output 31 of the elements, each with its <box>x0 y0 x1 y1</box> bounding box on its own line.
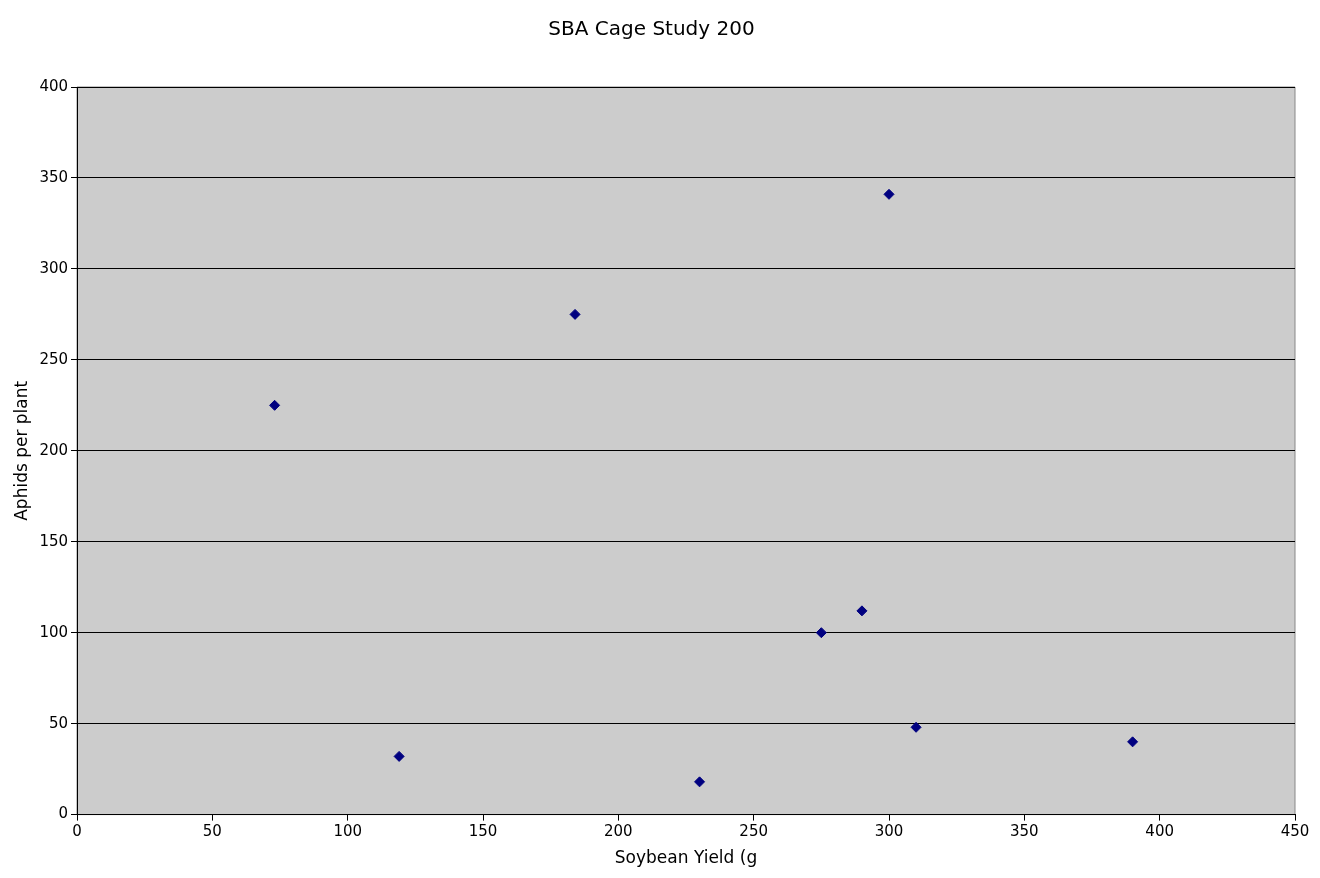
point <box>694 776 706 788</box>
y-tick-label: 250 <box>39 349 69 368</box>
y-tick-label: 200 <box>39 440 69 459</box>
point <box>815 627 827 639</box>
y-tick-label: 350 <box>39 167 69 186</box>
x-tick-label: 350 <box>1010 822 1039 841</box>
point <box>910 721 922 733</box>
x-tick-label: 200 <box>604 822 633 841</box>
point <box>269 399 281 411</box>
y-tick-label: 0 <box>58 804 69 823</box>
y-axis-title: Aphids per plant <box>10 380 31 521</box>
y-tick-label: 150 <box>39 531 69 550</box>
point <box>393 750 405 762</box>
y-tick-label: 50 <box>48 713 69 732</box>
y-tick-label: 400 <box>39 76 69 95</box>
point <box>856 605 868 617</box>
point <box>569 308 581 320</box>
x-tick-label: 100 <box>333 822 363 841</box>
x-tick-label: 150 <box>468 822 498 841</box>
x-tick-label: 400 <box>1145 822 1174 841</box>
y-tick-label: 100 <box>39 622 69 641</box>
x-axis-title: Soybean Yield (g <box>614 847 758 868</box>
chart-title: SBA Cage Study 200 <box>548 16 755 41</box>
x-tick-label: 450 <box>1280 822 1310 841</box>
y-tick-label: 300 <box>39 258 69 277</box>
x-tick-label: 250 <box>739 822 768 841</box>
x-tick-label: 0 <box>72 822 82 841</box>
x-tick-label: 300 <box>874 822 904 841</box>
point <box>883 188 895 200</box>
point <box>1127 736 1139 748</box>
x-tick-label: 50 <box>202 822 222 841</box>
